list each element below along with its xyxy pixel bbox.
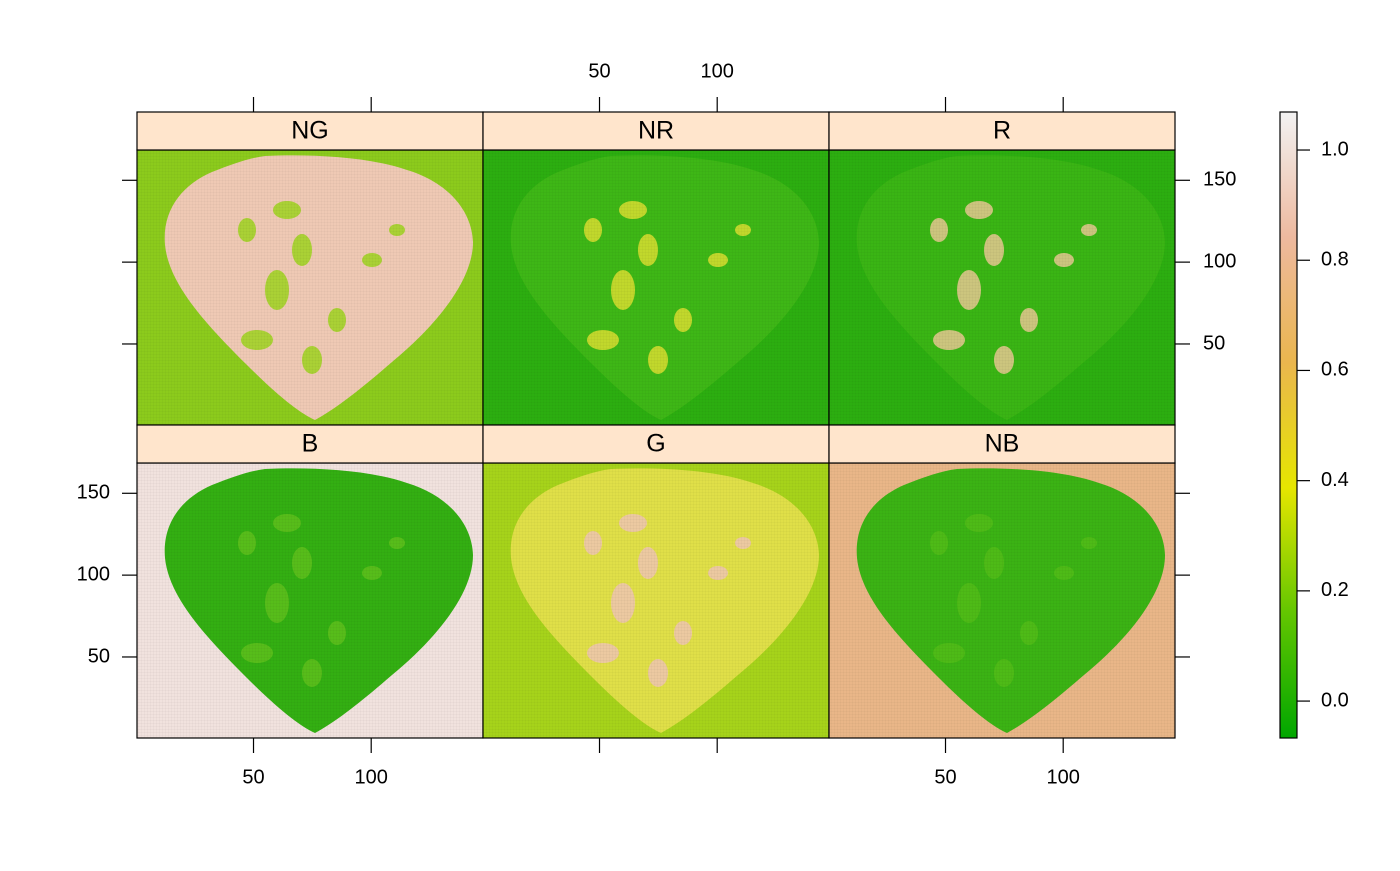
raster-texture [483, 150, 829, 425]
colorbar-tick-label: 0.8 [1321, 249, 1349, 271]
strip-label: B [302, 430, 319, 458]
panel: B [136, 424, 484, 739]
y-tick-label: 100 [1203, 250, 1236, 272]
strip-label: NR [638, 117, 674, 145]
panel: R [828, 111, 1176, 426]
panel: NB [828, 424, 1176, 739]
colorbar-tick-label: 0.0 [1321, 689, 1349, 711]
colorbar-tick-label: 1.0 [1321, 138, 1349, 160]
strip [828, 424, 1176, 464]
y-tick-label: 50 [1203, 332, 1225, 354]
strip-label: NB [985, 430, 1020, 458]
colorbar [1279, 111, 1298, 739]
raster-texture [829, 150, 1175, 425]
y-tick-label: 100 [77, 563, 110, 585]
strip-label: NG [291, 117, 329, 145]
x-tick-label: 100 [1047, 766, 1080, 788]
strip [482, 424, 830, 464]
x-tick-label: 50 [934, 766, 956, 788]
strip [136, 424, 484, 464]
strip-label: R [993, 117, 1011, 145]
x-tick-label: 50 [242, 766, 264, 788]
strip-label: G [646, 430, 665, 458]
colorbar-tick-label: 0.2 [1321, 579, 1349, 601]
colorbar-tick-label: 0.6 [1321, 359, 1349, 381]
x-tick-label: 50 [588, 60, 610, 82]
panel: G [482, 424, 830, 739]
panel: NG [136, 111, 484, 426]
raster-texture [483, 463, 829, 738]
raster-texture [137, 463, 483, 738]
raster-texture [829, 463, 1175, 738]
x-tick-label: 100 [355, 766, 388, 788]
raster-texture [137, 150, 483, 425]
colorbar-tick-label: 0.4 [1321, 469, 1349, 491]
y-tick-label: 50 [88, 645, 110, 667]
strip [482, 111, 830, 151]
x-tick-label: 100 [701, 60, 734, 82]
panel: NR [482, 111, 830, 426]
y-tick-label: 150 [1203, 169, 1236, 191]
y-tick-label: 150 [77, 482, 110, 504]
strip [828, 111, 1176, 151]
